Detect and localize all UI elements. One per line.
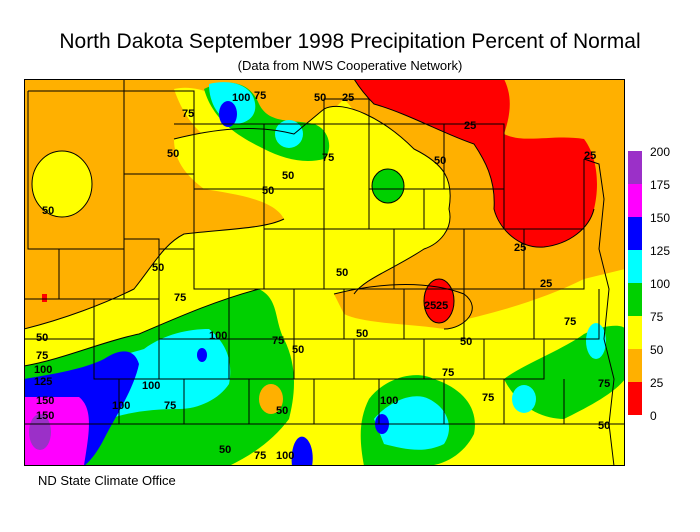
zone-0-25-central [424,279,454,323]
contour-label: 75 [182,108,194,120]
contour-label: 50 [460,336,472,348]
contour-label: 75 [322,152,334,164]
legend-swatch [628,283,642,316]
contour-label: 75 [564,316,576,328]
legend-swatch [628,349,642,382]
contour-label: 50 [276,405,288,417]
contour-label: 100 [380,395,398,407]
contour-label: 100 [276,450,294,462]
zone-125-150-c [197,348,207,362]
contour-label: 25 [464,120,476,132]
contour-label: 100 [142,380,160,392]
legend-swatch [628,382,642,415]
legend-label: 150 [650,211,671,225]
zone-100-125-e [586,323,606,359]
contour-label: 25 [540,278,552,290]
legend-swatch [628,151,642,184]
zone-100-125-se [374,396,449,450]
map-title: North Dakota September 1998 Precipitatio… [59,30,641,53]
zone-125-150-s [291,436,313,466]
contour-label: 75 [442,367,454,379]
legend-swatch [628,250,642,283]
contour-label: 50 [262,185,274,197]
zone-75-100-north-small [372,169,404,203]
contour-label: 50 [282,170,294,182]
legend-label: 25 [650,376,664,390]
contour-label: 75 [254,90,266,102]
contour-label: 150 [36,395,54,407]
contour-label: 25 [514,242,526,254]
zone-25-50-sw-pocket [259,384,283,414]
credit-text: ND State Climate Office [38,473,176,488]
contour-label: 50 [219,444,231,456]
contour-label: 50 [598,420,610,432]
contour-label: 75 [174,292,186,304]
contour-label: 100 [34,364,52,376]
contour-label: 75 [254,450,266,462]
map-subtitle: (Data from NWS Cooperative Network) [237,58,463,73]
contour-label: 25 [584,150,596,162]
zone-0-25-northeast [354,79,597,248]
contour-label: 125 [34,376,52,388]
zone-175-200-sw [29,414,51,450]
contour-label: 25 [436,300,448,312]
contour-label: 25 [342,92,354,104]
contour-label: 75 [598,378,610,390]
contour-label: 100 [112,400,130,412]
contour-label: 50 [152,262,164,274]
precipitation-map: 100 75 50 25 75 50 25 50 25 50 50 50 25 … [24,79,625,466]
contour-label: 50 [292,344,304,356]
zone-100-125-n2 [275,120,303,148]
contour-label: 150 [36,410,54,422]
contour-label: 50 [167,148,179,160]
contour-label: 75 [36,350,48,362]
zone-100-125-se2 [512,385,536,413]
zone-125-150-n [219,101,237,127]
contour-label: 25 [424,300,436,312]
legend-label: 100 [650,277,671,291]
legend-label: 175 [650,178,671,192]
legend-swatch [628,184,642,217]
contour-label: 50 [434,155,446,167]
legend-swatch [628,217,642,250]
contour-label: 75 [164,400,176,412]
contour-label: 50 [314,92,326,104]
legend-swatch [628,316,642,349]
legend-label: 50 [650,343,664,357]
zone-0-25-west-speck [42,294,47,302]
contour-label: 50 [42,205,54,217]
contour-label: 75 [482,392,494,404]
legend-label: 125 [650,244,671,258]
legend-label: 200 [650,145,671,159]
legend-label: 75 [650,310,664,324]
contour-label: 50 [356,328,368,340]
contour-label: 50 [336,267,348,279]
legend-label: 0 [650,409,657,423]
zone-25-50-nw-oval [32,151,92,217]
contour-label: 100 [232,92,250,104]
contour-label: 75 [272,335,284,347]
contour-label: 100 [209,330,227,342]
contour-label: 50 [36,332,48,344]
